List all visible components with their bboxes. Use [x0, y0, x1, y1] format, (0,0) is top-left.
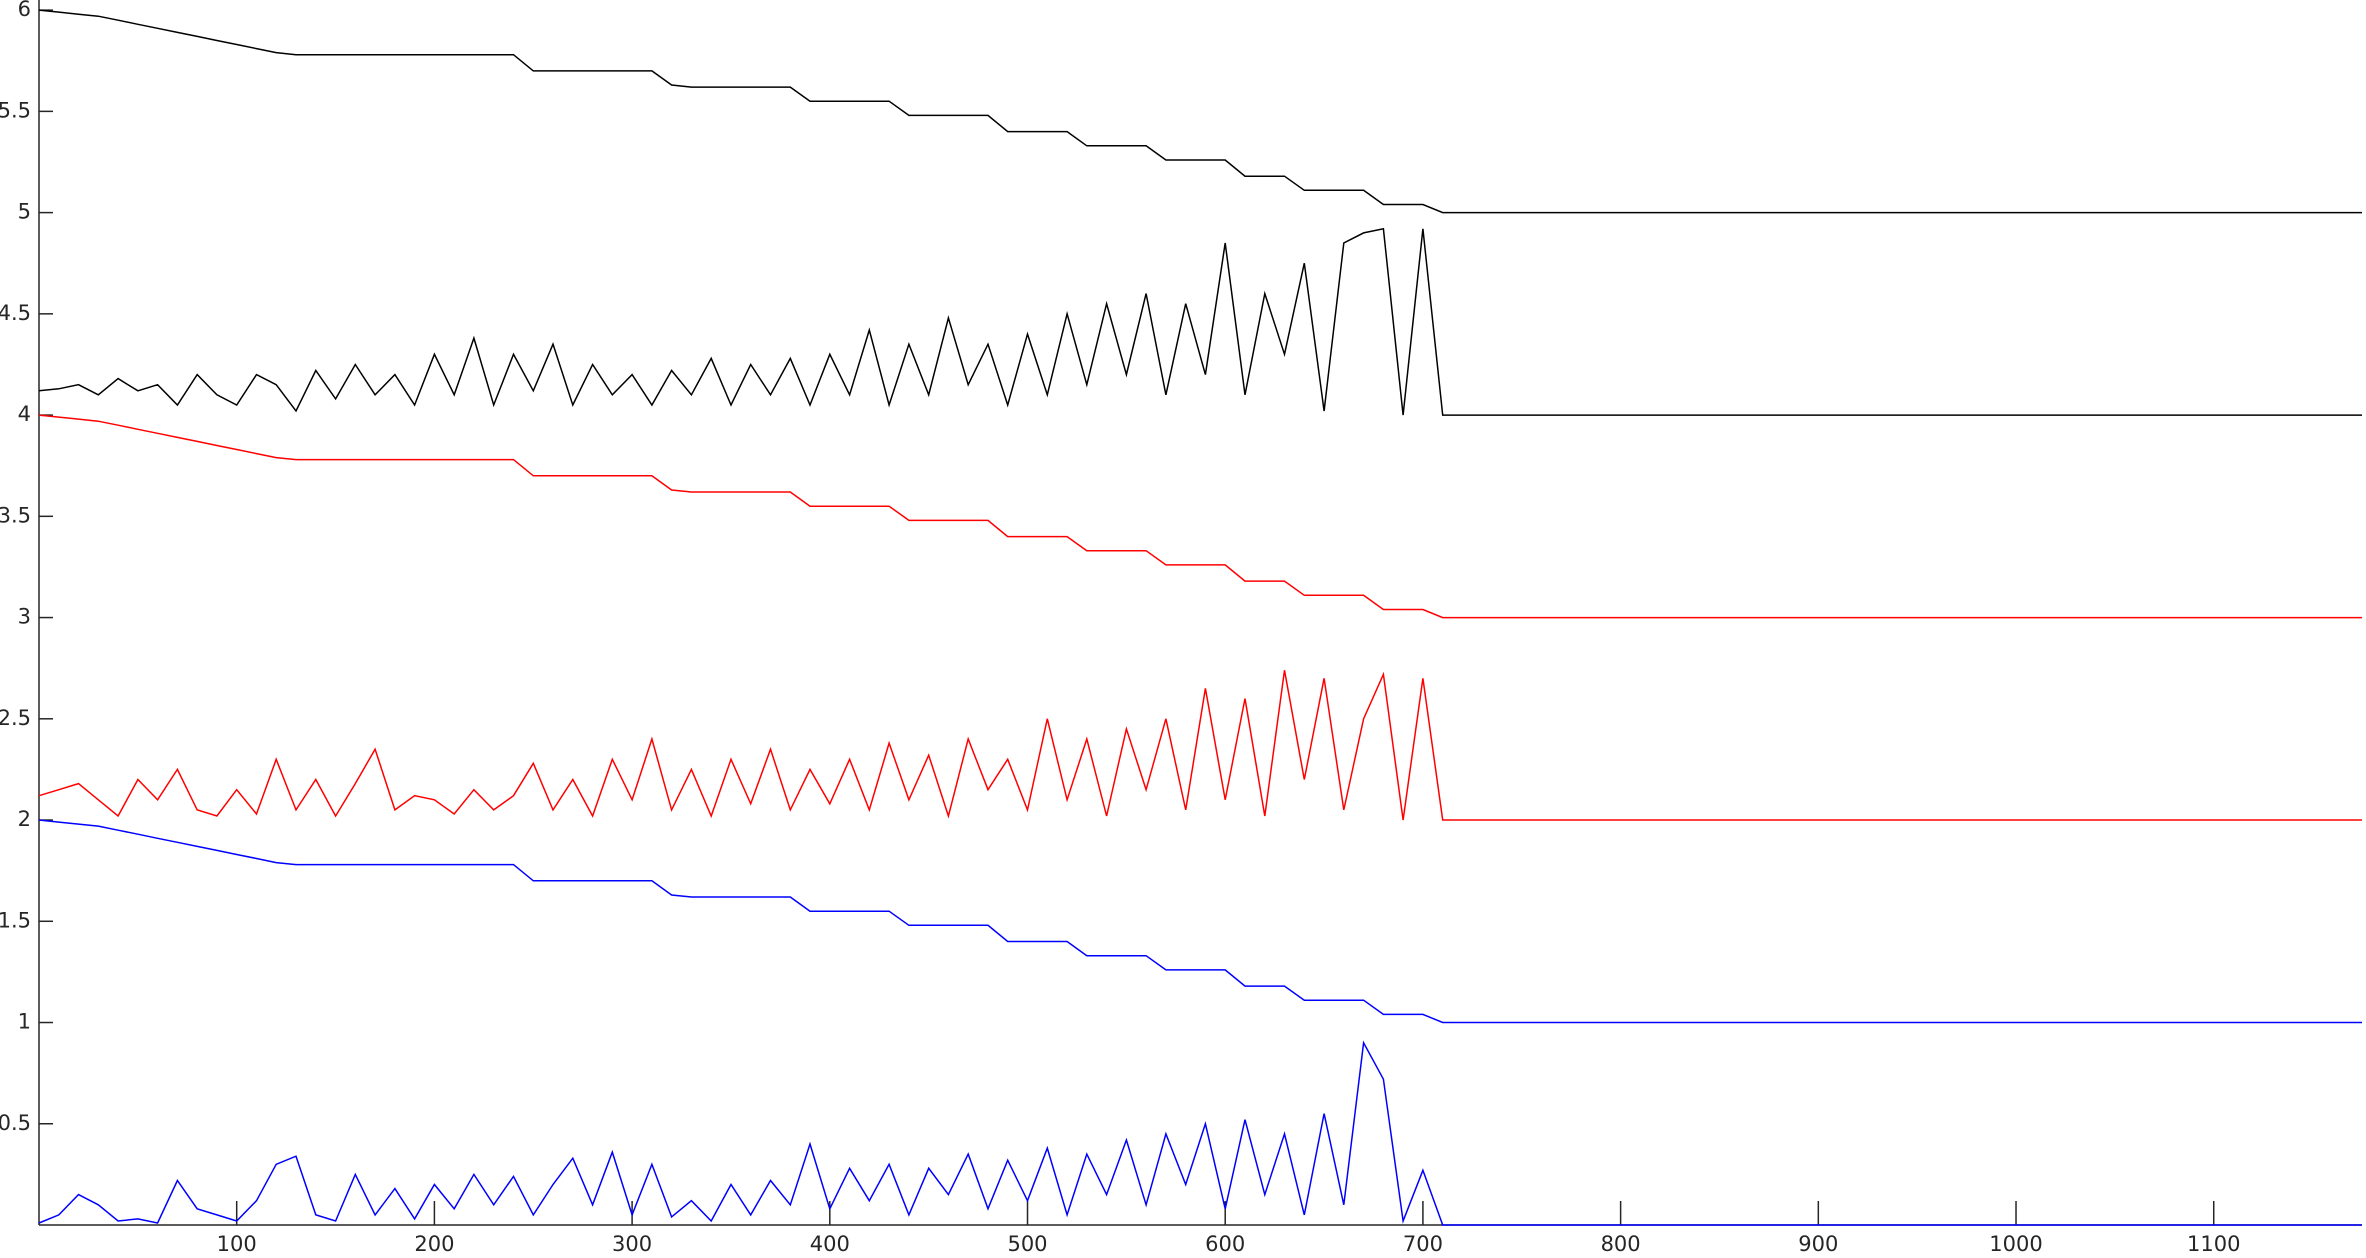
y-tick-label: 2.5 — [0, 706, 31, 730]
series-line — [38, 819, 2362, 1024]
series-line — [38, 670, 2362, 821]
x-tick-label: 900 — [1798, 1232, 1838, 1256]
x-tick-label: 800 — [1601, 1232, 1641, 1256]
series-line — [38, 414, 2362, 619]
y-tick-label: 4.5 — [0, 301, 31, 325]
y-tick-label: 5.5 — [0, 98, 31, 122]
x-tick-label: 400 — [810, 1232, 850, 1256]
y-tick-label: 5 — [18, 200, 31, 224]
y-tick-label: 2 — [18, 807, 31, 831]
y-tick-label: 0.5 — [0, 1111, 31, 1135]
y-tick-label: 1 — [18, 1010, 31, 1034]
x-tick-label: 1000 — [1989, 1232, 2042, 1256]
x-tick-label: 600 — [1205, 1232, 1245, 1256]
x-tick-label: 300 — [612, 1232, 652, 1256]
series-line — [38, 9, 2362, 214]
x-tick-label: 200 — [414, 1232, 454, 1256]
x-tick-label: 100 — [217, 1232, 257, 1256]
series-line — [38, 1040, 2362, 1226]
x-tick-label: 500 — [1007, 1232, 1047, 1256]
series-line — [38, 227, 2362, 416]
y-tick-label: 6 — [18, 0, 31, 21]
x-tick-label: 700 — [1403, 1232, 1443, 1256]
y-tick-label: 4 — [18, 402, 31, 426]
x-tick-label: 1100 — [2187, 1232, 2240, 1256]
y-tick-label: 3.5 — [0, 503, 31, 527]
y-tick-label: 1.5 — [0, 908, 31, 932]
y-tick-label: 3 — [18, 605, 31, 629]
